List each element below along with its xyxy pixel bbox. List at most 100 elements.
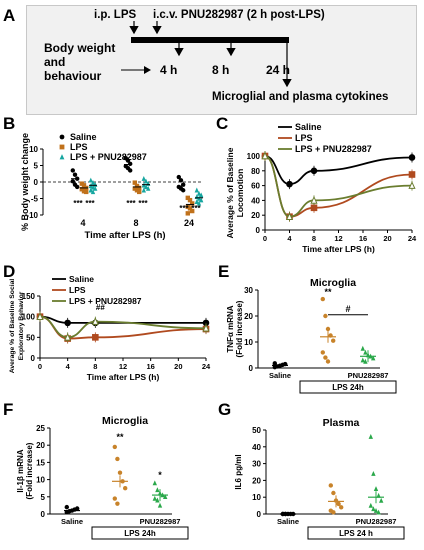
f-y-tick-label: 25 bbox=[36, 424, 45, 433]
e-title: Microglia bbox=[310, 277, 356, 289]
f-data-point bbox=[152, 495, 157, 501]
f-significance-label: * bbox=[158, 470, 162, 480]
time-24h: 24 h bbox=[266, 63, 290, 77]
b-data-point bbox=[128, 168, 133, 173]
g-data-point bbox=[331, 490, 336, 496]
e-significance-label: # bbox=[345, 304, 350, 314]
time-4h: 4 h bbox=[160, 63, 177, 77]
e-y-tick-label: 20 bbox=[244, 312, 253, 321]
b-significance-label: *** bbox=[73, 199, 83, 208]
d-x-tick-label: 12 bbox=[119, 362, 127, 371]
g-data-point bbox=[328, 483, 333, 488]
d-x-tick-label: 4 bbox=[66, 362, 71, 371]
g-x-tick-label: PNU282987 bbox=[356, 517, 397, 526]
f-data-point bbox=[152, 480, 157, 486]
g-data-point bbox=[373, 507, 379, 513]
b-legend-marker bbox=[59, 154, 65, 160]
e-x-tick-label: PNU282987 bbox=[348, 371, 389, 380]
b-significance-label: *** bbox=[138, 199, 148, 208]
panel-label-g: G bbox=[218, 400, 232, 419]
c-series-line bbox=[264, 155, 413, 218]
e-y-label-line2: (Fold increase) bbox=[235, 300, 244, 357]
d-x-label: Time after LPS (h) bbox=[87, 372, 160, 382]
panel-label-d: D bbox=[3, 262, 16, 281]
c-data-point bbox=[286, 180, 293, 188]
e-x-tick-label: Saline bbox=[269, 371, 291, 380]
g-y-label: IL6 pg/ml bbox=[234, 454, 243, 489]
b-data-point bbox=[81, 183, 87, 188]
d-legend-label: Saline bbox=[69, 274, 94, 284]
f-data-point bbox=[123, 486, 128, 491]
b-data-point bbox=[143, 178, 149, 184]
b-data-point bbox=[137, 185, 142, 191]
b-data-point bbox=[125, 158, 131, 163]
b-data-point bbox=[72, 172, 78, 177]
f-data-point bbox=[163, 494, 168, 499]
f-group-box bbox=[91, 526, 189, 540]
b-data-point bbox=[178, 178, 184, 183]
g-data-point bbox=[376, 492, 381, 498]
g-data-point bbox=[368, 434, 373, 439]
b-y-tick-label: 5 bbox=[34, 162, 39, 171]
d-y-label-line1: Average % of Baseline Social bbox=[9, 279, 16, 374]
b-data-point bbox=[194, 187, 199, 193]
d-y-tick-label: 150 bbox=[22, 292, 36, 301]
e-data-point bbox=[363, 358, 368, 364]
c-data-point bbox=[310, 167, 318, 175]
experimental-timeline-schema bbox=[26, 5, 417, 115]
b-data-point bbox=[196, 190, 202, 196]
d-significance-label: ## bbox=[96, 303, 105, 312]
c-y-tick-label: 60 bbox=[251, 182, 260, 191]
b-y-tick-label: 0 bbox=[34, 178, 39, 187]
c-y-label-line2: Locomotion bbox=[235, 169, 245, 218]
g-y-tick-label: 20 bbox=[252, 476, 261, 485]
e-data-point bbox=[363, 349, 368, 355]
b-data-point bbox=[199, 197, 204, 203]
f-data-point bbox=[112, 444, 118, 450]
b-legend-marker bbox=[59, 144, 65, 150]
e-group-label: LPS 24h bbox=[332, 383, 364, 392]
f-group-label: LPS 24h bbox=[124, 529, 156, 538]
d-data-point bbox=[202, 323, 210, 332]
b-y-label: % Body weight change bbox=[20, 133, 30, 231]
c-legend-label: LPS + PNU282987 bbox=[295, 144, 372, 154]
f-data-point bbox=[64, 504, 70, 510]
d-data-point bbox=[36, 312, 44, 320]
timeline-bar bbox=[131, 37, 289, 43]
d-y-tick-label: 50 bbox=[26, 333, 35, 342]
e-data-point bbox=[325, 359, 331, 364]
timeline-diagram: i.p. LPS i.c.v. PNU282987 (2 h post-LPS)… bbox=[44, 9, 388, 103]
c-y-tick-label: 100 bbox=[247, 152, 261, 161]
e-data-point bbox=[320, 296, 325, 302]
g-y-tick-label: 50 bbox=[252, 426, 261, 435]
b-significance-label: *** bbox=[179, 204, 189, 213]
c-x-tick-label: 4 bbox=[287, 234, 292, 243]
g-group-label: LPS 24 h bbox=[339, 529, 373, 538]
d-data-point bbox=[91, 317, 99, 325]
d-x-tick-label: 24 bbox=[202, 362, 211, 371]
b-data-point bbox=[146, 185, 151, 191]
f-x-tick-label: PNU282987 bbox=[140, 517, 181, 526]
e-y-tick-label: 30 bbox=[244, 286, 253, 295]
c-data-point bbox=[261, 151, 269, 160]
f-y-tick-label: 20 bbox=[36, 441, 45, 450]
b-x-label: Time after LPS (h) bbox=[84, 230, 165, 241]
b-y-tick-label: -10 bbox=[26, 211, 38, 220]
e-data-point bbox=[360, 357, 365, 363]
f-title: Microglia bbox=[102, 415, 148, 427]
and-label: and bbox=[44, 55, 65, 69]
e-data-point bbox=[272, 361, 277, 366]
b-data-point bbox=[90, 184, 96, 190]
f-y-tick-label: 10 bbox=[36, 476, 45, 485]
b-data-point bbox=[88, 187, 93, 193]
b-data-point bbox=[181, 188, 186, 193]
g-x-tick-label: Saline bbox=[277, 517, 299, 526]
b-data-point bbox=[185, 195, 190, 201]
b-data-point bbox=[90, 189, 96, 195]
icv-label: i.c.v. PNU282987 (2 h post-LPS) bbox=[153, 9, 325, 21]
b-data-point bbox=[143, 184, 149, 190]
b-data-point bbox=[141, 176, 146, 181]
b-data-point bbox=[196, 200, 202, 206]
c-y-tick-label: 80 bbox=[251, 167, 260, 176]
d-series-line bbox=[39, 315, 206, 324]
